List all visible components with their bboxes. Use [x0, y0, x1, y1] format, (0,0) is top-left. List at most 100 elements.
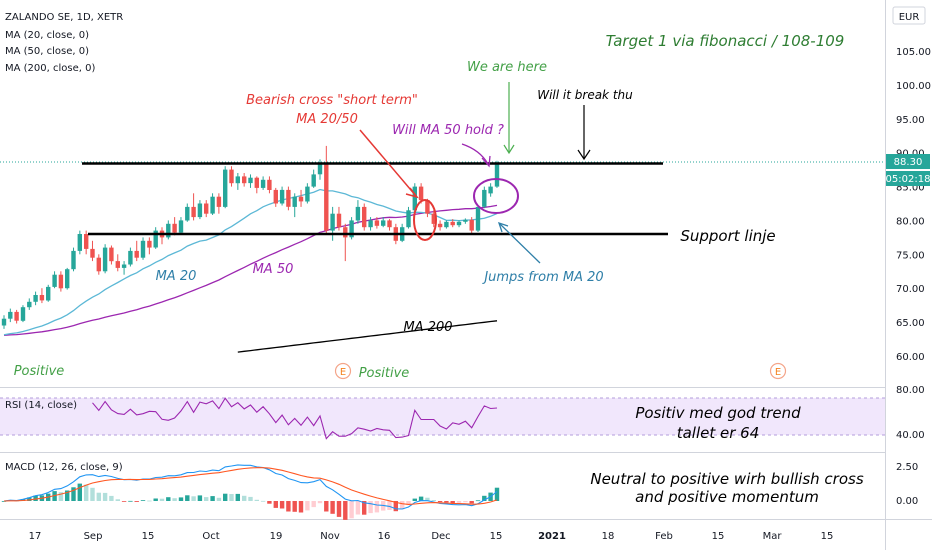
- macd-signal-line: [3, 467, 498, 505]
- candle-body: [77, 234, 82, 251]
- rsi-annotation-line1: Positiv med god trend: [635, 404, 801, 422]
- candle-body: [469, 219, 474, 231]
- macd-histogram-bar: [444, 501, 449, 503]
- currency-button[interactable]: [892, 6, 926, 25]
- jumps-annotation: Jumps from MA 20: [481, 270, 603, 285]
- time-tick: Nov: [320, 531, 340, 542]
- bearish-annotation-line2: MA 20/50: [296, 112, 358, 127]
- candle-body: [381, 220, 386, 226]
- macd-histogram-bar: [254, 499, 259, 501]
- time-tick: 2021: [538, 531, 566, 542]
- macd-histogram-bar: [311, 501, 316, 508]
- candle-body: [355, 206, 361, 221]
- candle-body: [418, 186, 424, 201]
- positive-mid-annotation: Positive: [359, 366, 410, 381]
- candle-body: [39, 295, 45, 301]
- candle-body: [58, 274, 64, 289]
- ma50-hold-arrow: [461, 143, 489, 165]
- macd-histogram-bar: [102, 492, 108, 501]
- candle-body: [46, 286, 51, 301]
- macd-histogram-bar: [210, 496, 215, 501]
- macd-histogram-bar: [267, 501, 272, 504]
- macd-histogram-bar: [273, 501, 278, 508]
- macd-histogram-bar: [84, 484, 89, 501]
- jumps-arrow: [499, 223, 541, 264]
- candle-body: [286, 189, 291, 207]
- candle-body: [292, 196, 297, 207]
- time-tick: 15: [821, 531, 834, 542]
- candle-body: [71, 250, 76, 270]
- candle-body: [336, 213, 342, 228]
- time-tick: 19: [270, 531, 283, 542]
- price-tick: 70.00: [896, 284, 925, 295]
- macd-histogram-bar: [463, 501, 468, 503]
- macd-histogram-bar: [147, 500, 152, 502]
- macd-histogram-bar: [248, 496, 253, 501]
- earnings-marker-feb[interactable]: E: [769, 362, 787, 380]
- macd-histogram-bar: [204, 497, 209, 501]
- we-are-here-arrowhead: [503, 144, 515, 155]
- candle-body: [52, 274, 57, 287]
- candle-body: [482, 189, 487, 207]
- macd-histogram-bar: [229, 494, 234, 501]
- macd-histogram-bar: [128, 500, 133, 502]
- macd-histogram-bar: [456, 501, 462, 503]
- candle-body: [488, 186, 493, 194]
- positive-left-annotation: Positive: [14, 364, 65, 379]
- macd-histogram-bar: [235, 493, 240, 501]
- macd-histogram-bar: [494, 487, 500, 501]
- earnings-glyph: E: [775, 367, 781, 378]
- candle-body: [178, 220, 184, 233]
- candle-body: [185, 206, 190, 221]
- macd-histogram-bar: [166, 497, 171, 501]
- time-axis[interactable]: 17 Sep 15 Oct 19 Nov 16 Dec 15 2021 18 Feb 15 Mar 15: [29, 531, 834, 542]
- macd-histogram-bar: [197, 495, 203, 501]
- earnings-icon: [769, 362, 787, 380]
- bearish-arrowhead: [405, 187, 419, 199]
- macd-histogram-bar: [216, 497, 222, 501]
- candle-body: [84, 234, 89, 249]
- annotations[interactable]: Target 1 via fibonacci / 108-109 We are …: [14, 32, 864, 506]
- support-annotation: Support linje: [680, 227, 775, 245]
- price-axis[interactable]: EUR 105.00100.0095.0090.0085.0080.0075.0…: [886, 6, 931, 507]
- ma50-hold-annotation: Will MA 50 hold ?: [392, 123, 504, 138]
- symbol-title: ZALANDO SE, 1D, XETR: [5, 12, 123, 23]
- macd-histogram-bar: [469, 501, 474, 504]
- macd-histogram-bar: [279, 501, 285, 509]
- macd-histogram-bar: [260, 500, 266, 502]
- macd-layer: [1, 464, 500, 520]
- price-tick: 85.00: [896, 183, 925, 194]
- rsi-annotation-line2: tallet er 64: [677, 424, 760, 442]
- macd-histogram-bar: [134, 501, 139, 502]
- candle-body: [362, 206, 367, 228]
- price-tick: 105.00: [896, 47, 931, 58]
- earnings-marker-nov[interactable]: E: [334, 362, 352, 380]
- candle-body: [172, 223, 177, 233]
- ma50-hold-arrowhead: [481, 155, 491, 168]
- macd-histogram-bar: [172, 498, 177, 501]
- macd-histogram-bar: [336, 501, 342, 517]
- candle-body: [14, 311, 19, 321]
- macd-histogram-bar: [412, 498, 417, 501]
- macd-histogram-bar: [355, 501, 361, 515]
- macd-histogram-bar: [191, 496, 196, 501]
- rsi-band: [0, 398, 885, 435]
- macd-histogram-bar: [96, 492, 101, 501]
- macd-histogram-bar: [292, 501, 297, 512]
- macd-histogram-bar: [65, 490, 70, 501]
- macd-histogram-bar: [121, 501, 127, 502]
- macd-histogram-bar: [77, 483, 82, 501]
- candle-body: [96, 257, 101, 272]
- macd-histogram-bar: [431, 500, 436, 501]
- time-tick: 15: [142, 531, 155, 542]
- price-tick: 95.00: [896, 115, 925, 126]
- macd-histogram-bar: [482, 495, 487, 501]
- rsi-layer: [92, 397, 498, 440]
- candle-body: [8, 311, 13, 319]
- candle-body: [1, 318, 7, 326]
- candle-body: [204, 203, 209, 214]
- last-price-badge: [886, 154, 930, 169]
- ma50-hold-circle: [473, 178, 519, 214]
